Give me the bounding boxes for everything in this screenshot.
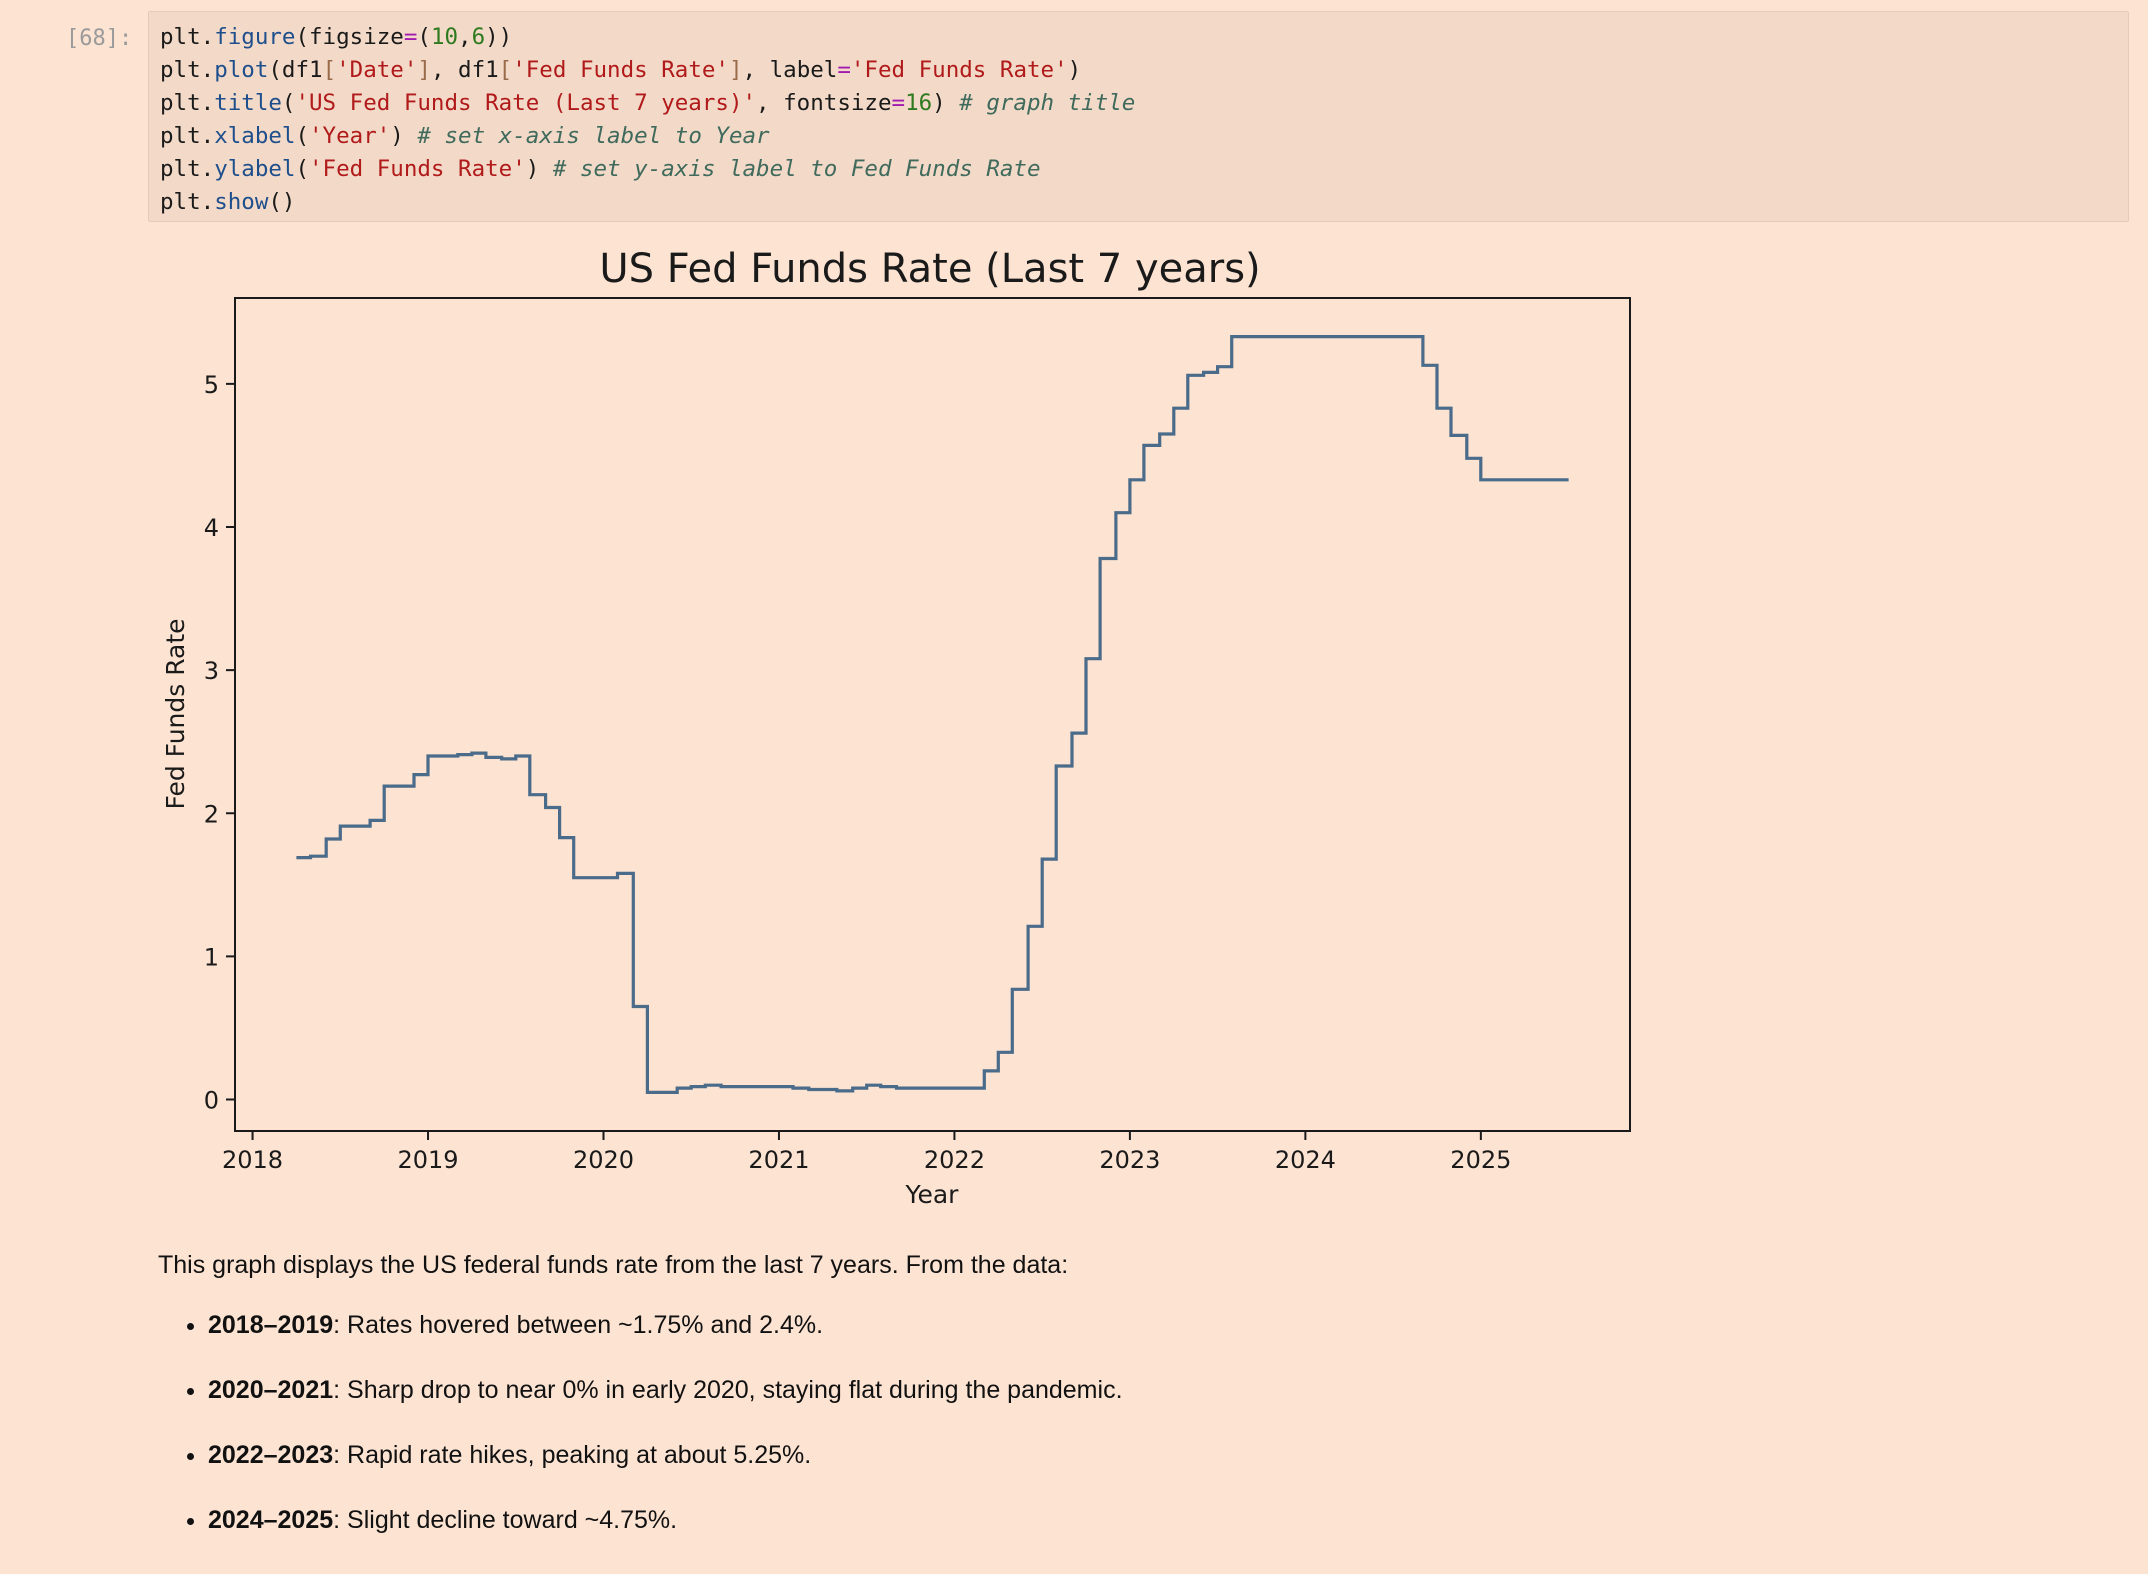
summary-bullet: 2018–2019: Rates hovered between ~1.75% … — [208, 1308, 2058, 1342]
summary-bullet: 2024–2025: Slight decline toward ~4.75%. — [208, 1503, 2058, 1537]
code-token: ) — [932, 90, 960, 116]
code-line: plt.show() — [160, 186, 2117, 219]
code-token: # set y-axis label to Fed Funds Rate — [552, 156, 1041, 182]
code-token: plt. — [160, 123, 215, 149]
plot-frame — [234, 297, 1631, 1132]
bullet-period: 2018–2019 — [208, 1311, 334, 1339]
code-token: plt. — [160, 90, 215, 116]
code-line: plt.ylabel('Fed Funds Rate') # set y-axi… — [160, 153, 2117, 186]
x-tick-label: 2025 — [1450, 1146, 1511, 1174]
code-token: , df1 — [430, 57, 499, 83]
summary-bullet: 2020–2021: Sharp drop to near 0% in earl… — [208, 1373, 2058, 1407]
markdown-output: This graph displays the US federal funds… — [158, 1248, 2058, 1568]
code-line: plt.plot(df1['Date'], df1['Fed Funds Rat… — [160, 54, 2117, 87]
y-axis-label: Fed Funds Rate — [161, 618, 190, 809]
x-tick-label: 2019 — [397, 1146, 458, 1174]
code-token: xlabel — [214, 123, 296, 149]
code-token: (df1 — [268, 57, 323, 83]
y-tick-label: 4 — [204, 514, 219, 542]
code-token: figure — [214, 24, 296, 50]
code-token: 6 — [471, 24, 486, 50]
code-token: , label — [742, 57, 838, 83]
code-token: ( — [295, 123, 310, 149]
code-token: 16 — [905, 90, 933, 116]
x-tick-label: 2021 — [748, 1146, 809, 1174]
code-token: 'Fed Funds Rate' — [512, 57, 729, 83]
code-line: plt.title('US Fed Funds Rate (Last 7 yea… — [160, 87, 2117, 120]
summary-bullet: 2022–2023: Rapid rate hikes, peaking at … — [208, 1438, 2058, 1472]
code-token: [ — [498, 57, 513, 83]
code-line: plt.figure(figsize=(10,6)) — [160, 21, 2117, 54]
y-tick-label: 3 — [204, 657, 219, 685]
bullet-text: : Rates hovered between ~1.75% and 2.4%. — [333, 1311, 824, 1339]
code-token: 'Fed Funds Rate' — [309, 156, 526, 182]
code-cell[interactable]: plt.figure(figsize=(10,6)) plt.plot(df1['… — [148, 11, 2129, 222]
code-token: = — [891, 90, 906, 116]
cell-prompt: [68]: — [66, 26, 133, 51]
code-token: 10 — [430, 24, 459, 50]
fed-funds-rate-line — [296, 335, 1569, 1094]
code-token: show — [214, 189, 269, 215]
code-token: ( — [281, 90, 296, 116]
x-tick-label: 2023 — [1099, 1146, 1160, 1174]
code-token: ) — [525, 156, 553, 182]
code-token: [ — [322, 57, 337, 83]
code-line: plt.xlabel('Year') # set x-axis label to… — [160, 120, 2117, 153]
x-axis: 2018 2019 2020 2021 2022 2023 2024 2025 — [222, 1131, 1511, 1174]
chart-title: US Fed Funds Rate (Last 7 years) — [599, 246, 1260, 292]
bullet-period: 2022–2023 — [208, 1441, 334, 1469]
code-token: 'Year' — [309, 123, 391, 149]
code-token: 'Date' — [336, 57, 418, 83]
code-token: ) — [1067, 57, 1082, 83]
y-axis: 0 1 2 3 4 5 — [204, 371, 235, 1115]
y-tick-label: 0 — [204, 1087, 219, 1115]
y-tick-label: 2 — [204, 800, 219, 828]
code-token: = — [837, 57, 851, 83]
bullet-text: : Slight decline toward ~4.75%. — [333, 1506, 678, 1534]
bullet-text: : Rapid rate hikes, peaking at about 5.2… — [333, 1441, 812, 1469]
x-axis-label: Year — [905, 1180, 960, 1209]
bullet-period: 2020–2021 — [208, 1376, 334, 1404]
code-token: plt. — [160, 24, 215, 50]
code-token: 'US Fed Funds Rate (Last 7 years)' — [295, 90, 757, 116]
code-token: # graph title — [959, 90, 1136, 116]
intro-paragraph: This graph displays the US federal funds… — [158, 1251, 1069, 1279]
code-token: () — [268, 189, 296, 215]
code-token: , fontsize — [756, 90, 892, 116]
code-token: ( — [417, 24, 431, 50]
code-token: )) — [485, 24, 513, 50]
y-tick-label: 5 — [204, 371, 219, 399]
code-token: plt. — [160, 156, 215, 182]
code-token: ( — [295, 156, 310, 182]
x-tick-label: 2018 — [222, 1146, 283, 1174]
x-tick-label: 2020 — [573, 1146, 634, 1174]
summary-list: 2018–2019: Rates hovered between ~1.75% … — [158, 1308, 2058, 1537]
code-token: ] — [728, 57, 743, 83]
code-token: # set x-axis label to Year — [417, 123, 770, 149]
code-token: plt. — [160, 189, 215, 215]
code-token: ] — [417, 57, 431, 83]
code-token: 'Fed Funds Rate' — [850, 57, 1068, 83]
code-token: (figsize — [295, 24, 404, 50]
code-token: = — [403, 24, 418, 50]
code-token: plt. — [160, 57, 215, 83]
bullet-period: 2024–2025 — [208, 1506, 334, 1534]
line-chart: US Fed Funds Rate (Last 7 years) 2018 201… — [161, 246, 1631, 1209]
code-token: plot — [214, 57, 269, 83]
code-token: , — [458, 24, 472, 50]
x-tick-label: 2024 — [1275, 1146, 1336, 1174]
code-token: title — [214, 90, 282, 116]
bullet-text: : Sharp drop to near 0% in early 2020, s… — [333, 1376, 1123, 1404]
code-token: ylabel — [214, 156, 296, 182]
code-token: ) — [390, 123, 418, 149]
y-tick-label: 1 — [204, 943, 219, 971]
x-tick-label: 2022 — [924, 1146, 985, 1174]
